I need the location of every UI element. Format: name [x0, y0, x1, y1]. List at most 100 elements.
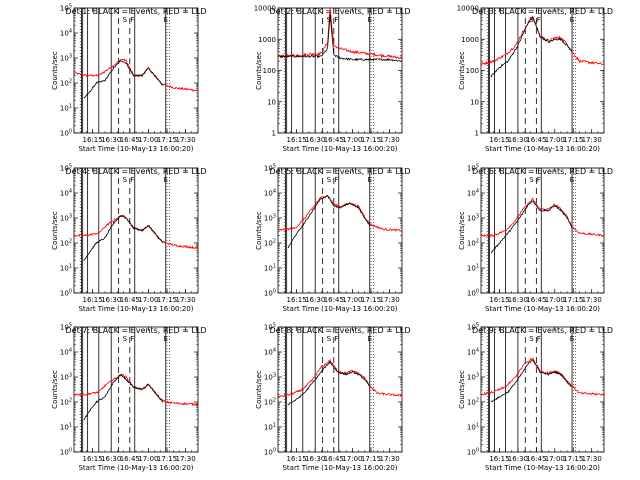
x-tick-label: 17:00: [138, 136, 158, 144]
y-tick-exponent: 2: [273, 398, 276, 404]
y-tick-label: 105: [467, 323, 479, 332]
events-series-line: [83, 215, 164, 261]
x-tick-label: 17:30: [176, 296, 196, 304]
y-tick-exponent: 0: [273, 289, 276, 295]
event-marker-f: F: [537, 176, 541, 184]
x-tick-label: 16:30: [305, 296, 325, 304]
x-axis-label: Start Time (10-May-13 16:00:20): [485, 305, 600, 313]
y-tick-label: 104: [264, 348, 276, 357]
y-tick-label: 1000: [258, 36, 276, 44]
x-tick-label: 16:30: [305, 455, 325, 463]
panel-title: Det 3: BLACK = Events, RED = LLD: [472, 7, 613, 16]
x-tick-label: 16:45: [324, 136, 344, 144]
lld-series-line: [480, 16, 605, 66]
y-tick-exponent: 0: [69, 129, 72, 135]
x-tick-label: 16:15: [83, 455, 103, 463]
x-tick-label: 17:15: [361, 136, 381, 144]
event-marker-f: F: [537, 335, 541, 343]
y-tick-exponent: 4: [69, 29, 72, 35]
event-marker-s: S: [529, 16, 534, 24]
y-tick-label: 100: [263, 67, 276, 75]
x-tick-label: 16:45: [120, 136, 140, 144]
y-axis-label: Counts/sec: [51, 370, 59, 409]
y-tick-exponent: 1: [273, 264, 276, 270]
x-tick-label: 16:30: [101, 136, 121, 144]
lld-series-line: [277, 358, 403, 399]
y-tick-label: 10000: [457, 5, 479, 13]
x-tick-label: 16:15: [489, 136, 509, 144]
detector-panel-3: Det 3: BLACK = Events, RED = LLD Counts/s…: [457, 5, 613, 154]
x-tick-label: 16:30: [101, 455, 121, 463]
x-axis-label: Start Time (10-May-13 16:00:20): [282, 145, 397, 153]
y-tick-label: 104: [60, 189, 72, 198]
event-marker-s: S: [123, 16, 128, 24]
x-axis-label: Start Time (10-May-13 16:00:20): [78, 145, 193, 153]
lld-series-line: [480, 197, 605, 238]
event-marker-s: S: [529, 335, 534, 343]
event-marker-e: E: [570, 16, 574, 24]
y-tick-label: 10000: [254, 5, 276, 13]
event-marker-f: F: [334, 16, 338, 24]
y-tick-label: 101: [264, 423, 276, 432]
y-tick-label: 1000: [461, 36, 479, 44]
y-tick-label: 105: [60, 4, 72, 13]
event-marker-e: E: [164, 176, 168, 184]
events-series-line: [490, 359, 573, 402]
event-marker-e: E: [368, 335, 372, 343]
x-tick-label: 17:15: [563, 136, 583, 144]
plot-frame: [480, 7, 605, 134]
detector-panel-4: Det 4: BLACK = Events, RED = LLD Counts/s…: [51, 164, 206, 314]
x-tick-label: 16:15: [83, 296, 103, 304]
detector-panel-6: Det 6: BLACK = Events, RED = LLD Counts/s…: [458, 164, 613, 314]
y-tick-label: 10: [267, 98, 276, 106]
x-tick-label: 17:00: [342, 136, 362, 144]
plot-frame: [73, 167, 199, 294]
panel-title: Det 1: BLACK = Events, RED = LLD: [66, 7, 207, 16]
y-tick-exponent: 5: [476, 323, 479, 329]
event-marker-f: F: [130, 335, 134, 343]
x-axis-label: Start Time (10-May-13 16:00:20): [485, 464, 600, 472]
y-tick-label: 101: [60, 423, 72, 432]
y-tick-exponent: 4: [273, 348, 276, 354]
x-tick-label: 16:30: [508, 136, 528, 144]
y-tick-label: 1: [475, 130, 479, 138]
x-tick-label: 17:15: [157, 296, 177, 304]
event-marker-e: E: [570, 176, 574, 184]
x-tick-label: 17:30: [380, 455, 400, 463]
y-tick-exponent: 5: [69, 4, 72, 10]
y-tick-label: 101: [60, 104, 72, 113]
event-marker-f: F: [334, 335, 338, 343]
y-tick-label: 104: [467, 189, 479, 198]
x-tick-label: 17:00: [545, 136, 565, 144]
detector-panel-7: Det 7: BLACK = Events, RED = LLD Counts/s…: [51, 323, 206, 473]
x-tick-label: 16:15: [287, 455, 307, 463]
detector-panel-9: Det 9: BLACK = Events, RED = LLD Counts/s…: [458, 323, 613, 473]
y-tick-exponent: 0: [476, 448, 479, 454]
y-tick-label: 105: [60, 323, 72, 332]
lld-series-line: [480, 357, 605, 396]
y-tick-label: 105: [467, 164, 479, 173]
y-tick-label: 100: [60, 129, 72, 138]
y-tick-label: 103: [60, 214, 72, 223]
x-tick-label: 16:45: [526, 136, 546, 144]
event-marker-s: S: [327, 176, 332, 184]
x-tick-label: 16:45: [526, 296, 546, 304]
y-tick-exponent: 3: [273, 373, 276, 379]
y-tick-label: 101: [467, 423, 479, 432]
y-tick-exponent: 4: [476, 189, 479, 195]
y-tick-exponent: 0: [69, 448, 72, 454]
y-tick-label: 103: [264, 214, 276, 223]
x-tick-label: 17:15: [157, 136, 177, 144]
x-axis-label: Start Time (10-May-13 16:00:20): [78, 464, 193, 472]
y-tick-label: 101: [467, 264, 479, 273]
event-marker-f: F: [130, 16, 134, 24]
y-tick-label: 105: [60, 164, 72, 173]
x-tick-label: 16:45: [324, 296, 344, 304]
event-marker-s: S: [327, 335, 332, 343]
x-tick-label: 16:45: [120, 455, 140, 463]
y-axis-label: Counts/sec: [51, 211, 59, 250]
x-tick-label: 17:30: [380, 296, 400, 304]
y-tick-label: 100: [467, 448, 479, 457]
y-tick-label: 10: [470, 98, 479, 106]
